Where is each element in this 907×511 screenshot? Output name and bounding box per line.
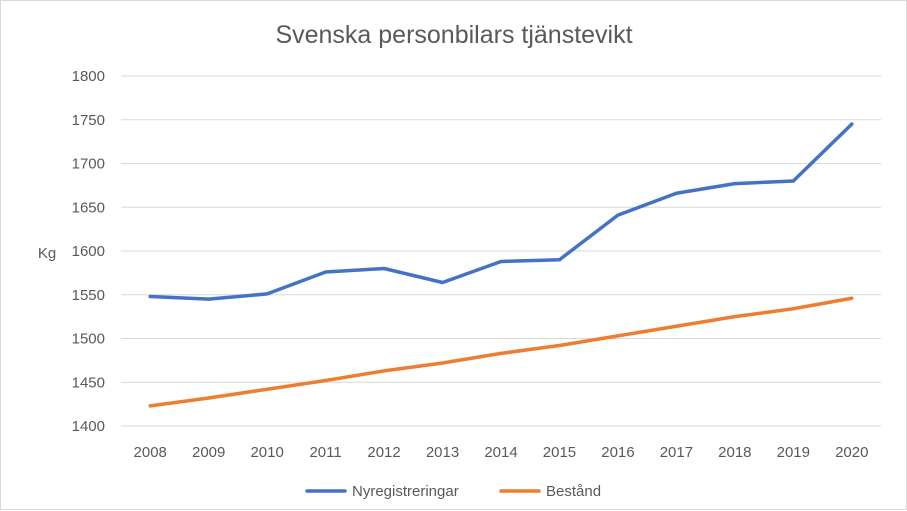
y-tick-label: 1550 <box>72 287 105 304</box>
y-tick-label: 1700 <box>72 156 105 173</box>
data-point <box>733 315 737 319</box>
y-tick-label: 1400 <box>72 418 105 435</box>
data-point <box>557 258 562 262</box>
data-point <box>499 351 503 355</box>
data-point <box>148 294 152 299</box>
data-point <box>850 296 854 300</box>
data-point <box>265 387 269 391</box>
data-point <box>557 343 562 348</box>
series-lines <box>148 122 854 408</box>
y-axis-title: Kg <box>38 245 56 262</box>
x-tick-label: 2018 <box>718 444 751 461</box>
x-tick-label: 2013 <box>426 444 459 461</box>
x-axis-ticks: 2008 2009 2010 2011 2012 2013 2014 2015 2016 2017… <box>134 444 869 461</box>
data-point <box>791 307 795 311</box>
y-tick-label: 1750 <box>72 112 105 129</box>
data-point <box>674 191 678 195</box>
y-tick-label: 1450 <box>72 374 105 391</box>
y-tick-label: 1500 <box>72 331 105 348</box>
data-point <box>324 270 328 274</box>
x-tick-label: 2015 <box>543 444 576 461</box>
data-point <box>440 361 445 365</box>
legend-label-1: Nyregistreringar <box>352 483 459 500</box>
data-point <box>616 213 620 217</box>
data-point <box>148 404 152 408</box>
data-point <box>674 324 678 328</box>
data-point <box>382 266 386 271</box>
x-tick-label: 2020 <box>835 444 868 461</box>
x-tick-label: 2017 <box>660 444 693 461</box>
data-point <box>791 179 795 183</box>
series-line-1 <box>148 122 854 301</box>
legend: Nyregistreringar Bestånd <box>305 483 601 500</box>
data-point <box>499 259 503 264</box>
data-point <box>265 292 269 296</box>
data-point <box>382 369 386 373</box>
chart-title: Svenska personbilars tjänstevikt <box>275 21 632 49</box>
data-point <box>207 396 211 400</box>
x-tick-label: 2016 <box>601 444 634 461</box>
series-2 <box>148 296 854 408</box>
x-tick-label: 2019 <box>777 444 810 461</box>
x-tick-label: 2009 <box>192 444 225 461</box>
y-tick-label: 1650 <box>72 199 105 216</box>
data-point <box>850 122 854 126</box>
gridlines <box>121 75 881 427</box>
x-tick-label: 2012 <box>367 444 400 461</box>
data-point <box>733 182 737 186</box>
data-point <box>440 280 445 285</box>
y-tick-label: 1800 <box>72 68 105 85</box>
x-tick-label: 2014 <box>484 444 517 461</box>
series-1 <box>148 122 854 301</box>
legend-label-2: Bestånd <box>546 483 601 500</box>
data-point <box>207 297 211 301</box>
x-tick-label: 2008 <box>134 444 167 461</box>
data-point <box>324 378 328 383</box>
x-tick-label: 2011 <box>309 444 341 461</box>
y-axis-ticks: 1400 1450 1500 1550 1600 1650 1700 1750 1800 <box>72 68 105 435</box>
x-tick-label: 2010 <box>250 444 283 461</box>
data-point <box>616 334 620 338</box>
y-tick-label: 1600 <box>72 243 105 260</box>
